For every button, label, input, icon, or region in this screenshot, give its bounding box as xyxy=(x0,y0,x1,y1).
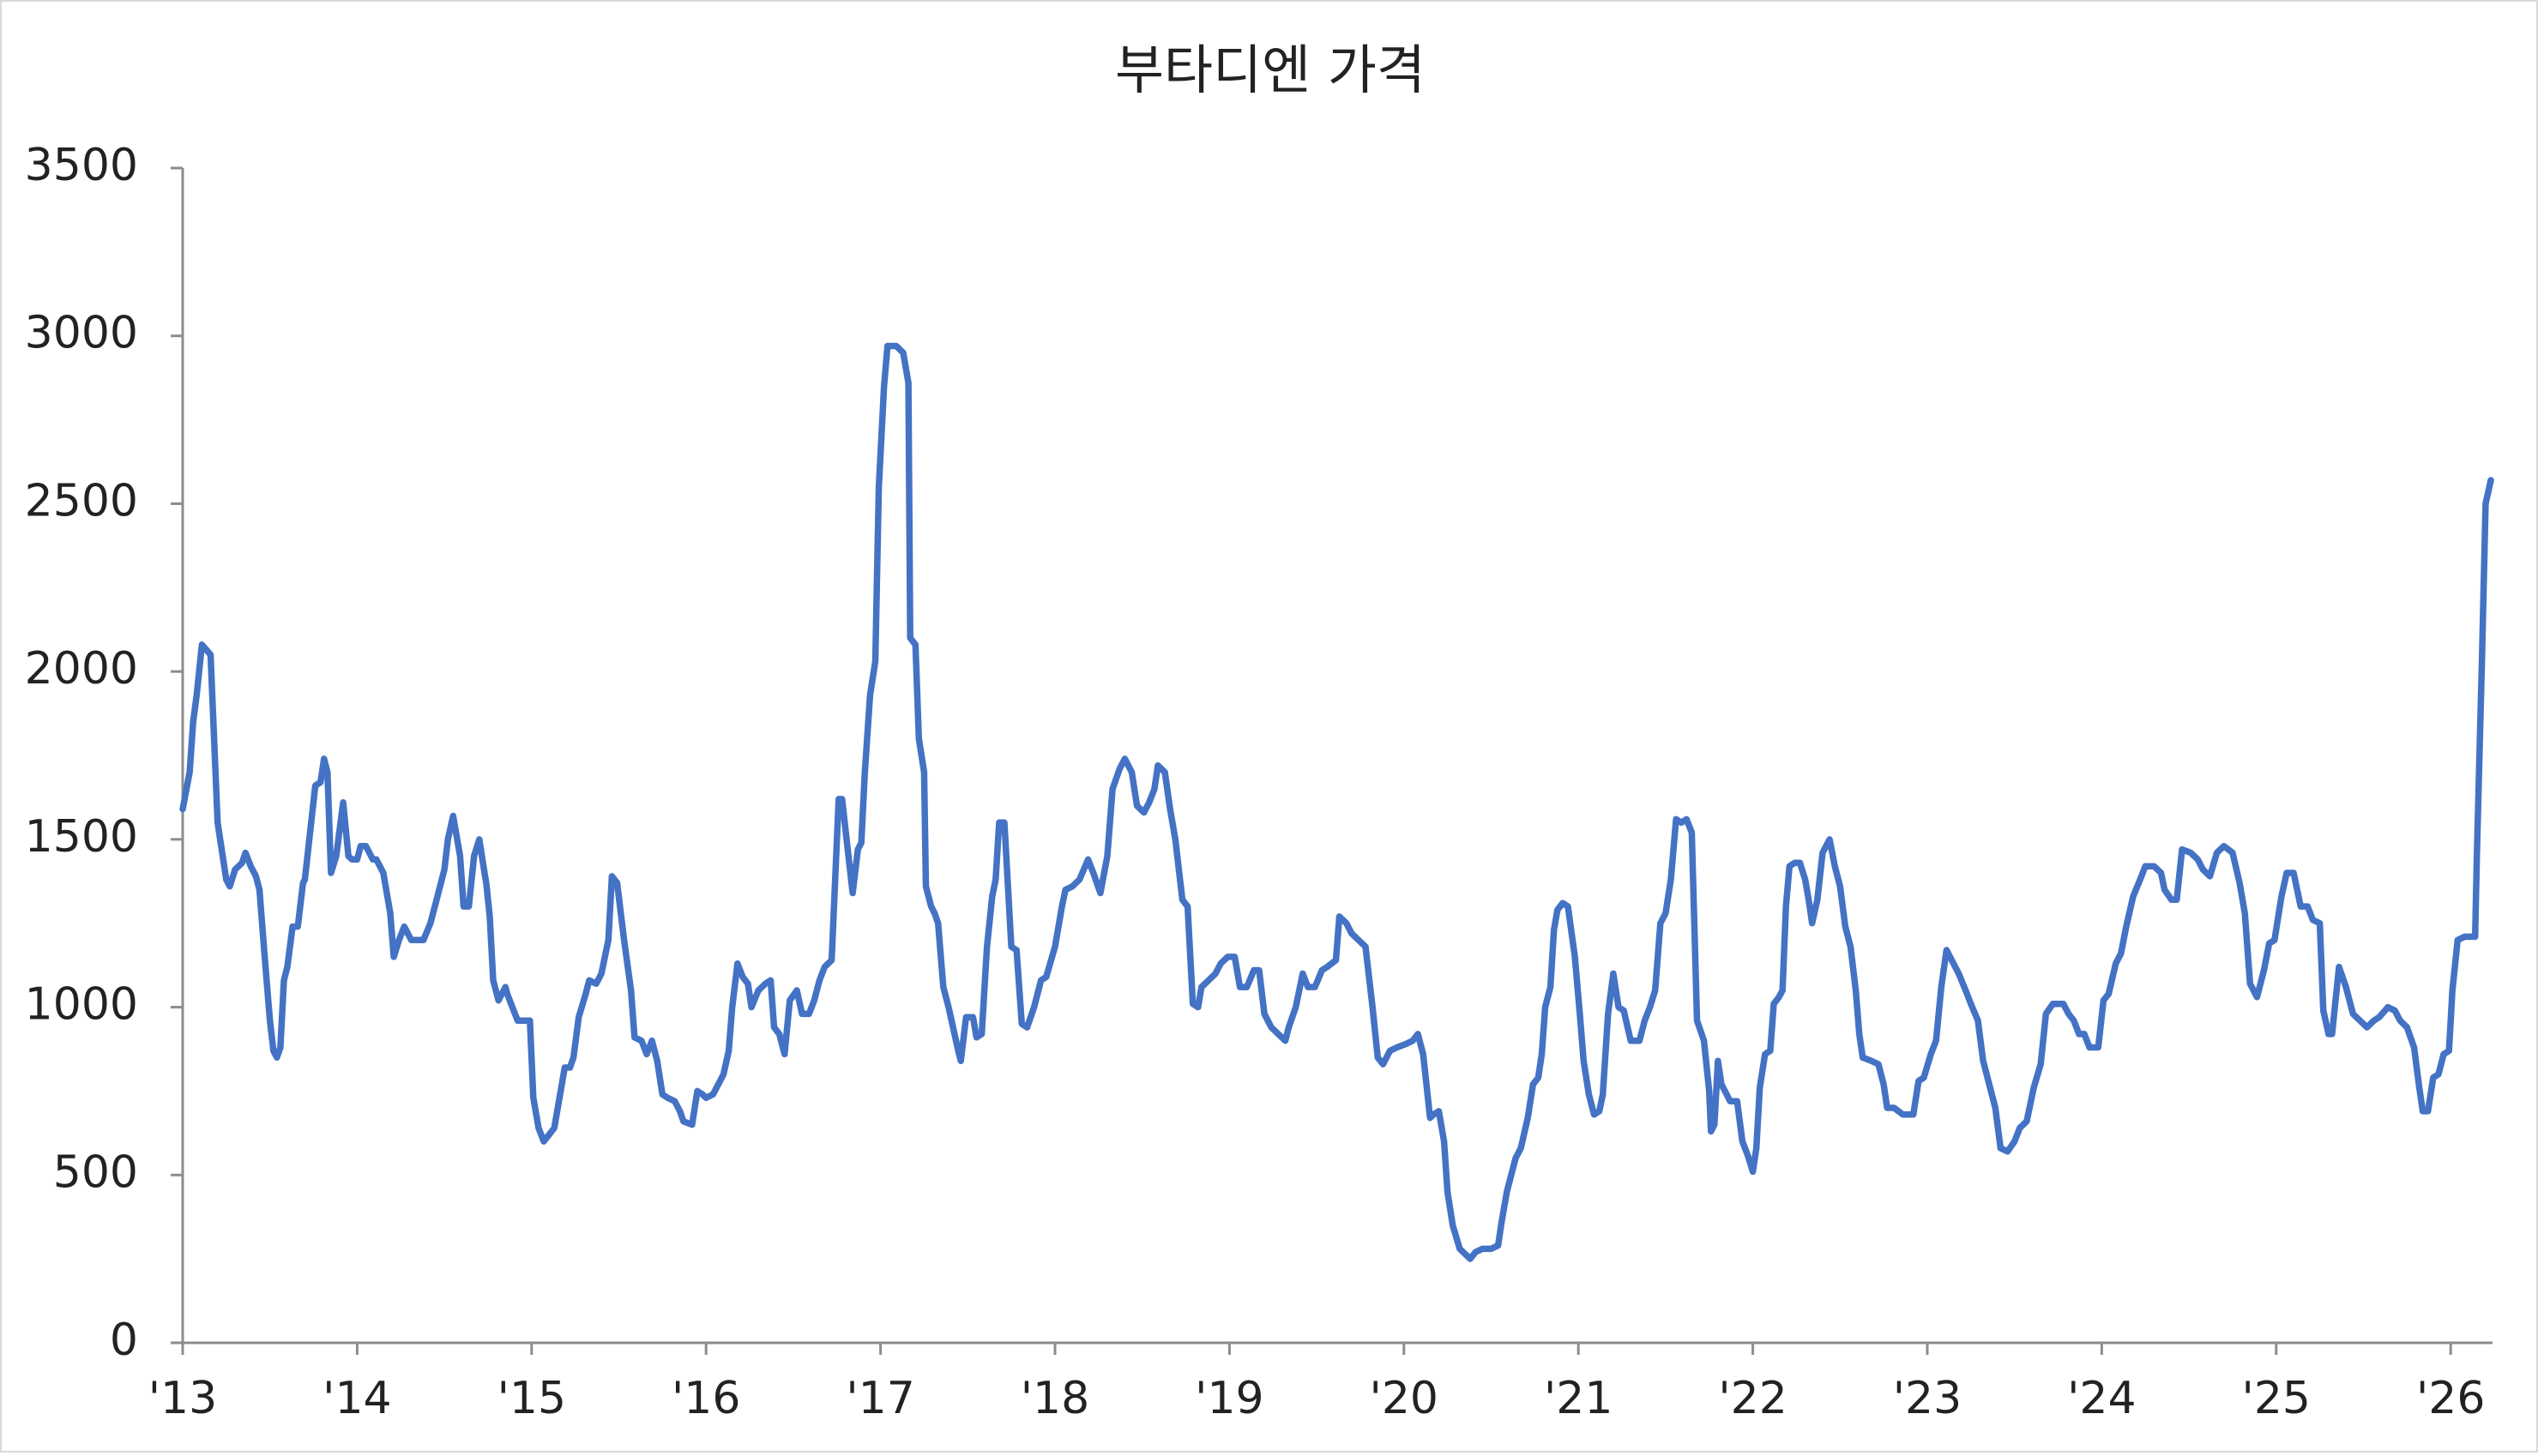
y-tick-label: 2500 xyxy=(25,475,138,526)
y-tick-label: 1500 xyxy=(25,811,138,863)
price-line xyxy=(179,342,2494,1262)
x-tick-label: '23 xyxy=(1893,1373,1962,1424)
y-tick-label: 3000 xyxy=(25,308,138,359)
x-tick-label: '21 xyxy=(1544,1373,1613,1424)
x-tick-label: '24 xyxy=(2067,1373,2136,1424)
y-tick-label: 1000 xyxy=(25,979,138,1031)
x-tick-label: '19 xyxy=(1195,1373,1263,1424)
x-tick-label: '13 xyxy=(148,1373,217,1424)
x-tick-label: '15 xyxy=(497,1373,566,1424)
x-tick-label: '22 xyxy=(1718,1373,1787,1424)
x-tick-label: '26 xyxy=(2416,1373,2485,1424)
y-tick-label: 0 xyxy=(110,1315,138,1366)
y-tick-label: 3500 xyxy=(25,140,138,191)
x-tick-label: '17 xyxy=(846,1373,914,1424)
x-tick-label: '16 xyxy=(672,1373,740,1424)
chart-title: 부타디엔 가격 xyxy=(1115,39,1426,101)
y-tick-label: 2000 xyxy=(25,643,138,695)
x-tick-label: '25 xyxy=(2242,1373,2311,1424)
x-tick-label: '20 xyxy=(1370,1373,1438,1424)
y-tick-label: 500 xyxy=(53,1146,138,1198)
x-tick-label: '14 xyxy=(323,1373,391,1424)
x-tick-label: '18 xyxy=(1021,1373,1089,1424)
